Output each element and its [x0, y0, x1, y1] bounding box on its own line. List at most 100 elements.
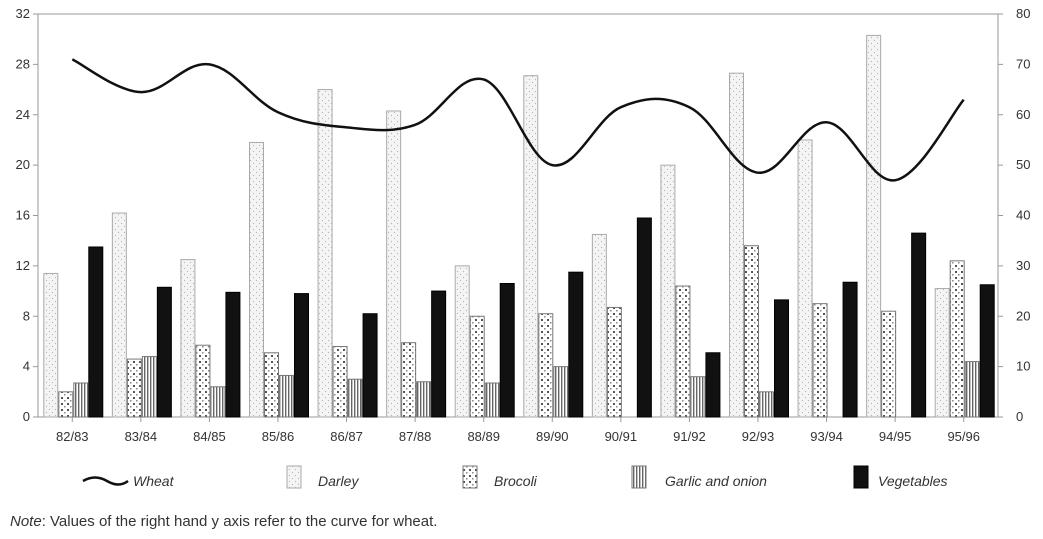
bar-vegetables	[156, 286, 172, 418]
bar-garlic-and-onion	[553, 366, 569, 418]
bar-vegetables	[774, 299, 789, 418]
legend-label-wheat: Wheat	[133, 473, 175, 489]
bar-barley	[454, 265, 470, 418]
legend-swatch-brocoli	[462, 465, 478, 489]
legend-swatch-vegetables	[853, 465, 869, 489]
bar-vegetables	[842, 281, 858, 418]
bar-garlic-and-onion	[347, 378, 363, 418]
bar-garlic-and-onion	[141, 356, 157, 418]
bar-brocoli	[58, 391, 74, 418]
legend-label-brocoli: Brocoli	[494, 473, 538, 489]
left-tick-label: 16	[16, 208, 30, 223]
x-tick-label: 89/90	[536, 429, 569, 444]
bar-garlic-and-onion	[416, 381, 432, 418]
left-tick-label: 20	[16, 157, 30, 172]
left-tick-label: 32	[16, 6, 30, 21]
x-tick-label: 94/95	[879, 429, 912, 444]
x-tick-label: 87/88	[399, 429, 432, 444]
bar-barley	[317, 89, 333, 418]
bar-barley	[43, 272, 59, 418]
bars	[43, 34, 995, 418]
x-tick-label: 85/86	[262, 429, 295, 444]
right-axis: 0 10 20 30 40 50 60 70 80	[998, 6, 1030, 424]
bar-vegetables	[979, 284, 995, 418]
left-tick-label: 28	[16, 56, 30, 71]
right-tick-label: 70	[1016, 56, 1030, 71]
bar-garlic-and-onion	[690, 376, 706, 418]
bar-vegetables	[705, 352, 721, 418]
legend: Wheat Darley Brocoli Garlic and onion Ve…	[82, 465, 948, 489]
bar-brocoli	[812, 303, 828, 418]
bar-vegetables	[431, 290, 447, 418]
wheat-series	[71, 58, 965, 182]
chart-note: Note: Values of the right hand y axis re…	[10, 513, 437, 530]
bar-brocoli	[949, 260, 965, 418]
bar-brocoli	[538, 313, 554, 418]
right-tick-label: 10	[1016, 359, 1030, 374]
right-tick-label: 80	[1016, 6, 1030, 21]
legend-label-barley: Darley	[318, 473, 359, 489]
left-tick-label: 24	[16, 107, 30, 122]
legend-swatch-wheat	[82, 476, 129, 486]
legend-swatch-barley	[286, 465, 302, 489]
x-tick-label: 90/91	[605, 429, 638, 444]
bar-vegetables	[362, 313, 378, 418]
x-tick-label: 91/92	[673, 429, 706, 444]
x-tick-label: 88/89	[467, 429, 500, 444]
x-tick-label: 92/93	[742, 429, 775, 444]
legend-label-garlic: Garlic and onion	[665, 473, 767, 489]
right-tick-label: 20	[1016, 308, 1030, 323]
bar-brocoli	[195, 344, 211, 418]
bar-barley	[934, 288, 950, 418]
bar-barley	[591, 233, 607, 418]
bar-barley	[180, 259, 196, 418]
bar-brocoli	[469, 315, 485, 418]
bar-brocoli	[401, 342, 417, 418]
right-tick-label: 60	[1016, 107, 1030, 122]
right-tick-label: 0	[1016, 409, 1023, 424]
bar-vegetables	[294, 293, 309, 418]
wheat-line	[71, 58, 965, 182]
bar-barley	[249, 141, 264, 418]
bar-brocoli	[881, 310, 897, 418]
x-axis: 82/83 83/84 84/85 85/86 86/87 87/88 88/89 89/90…	[56, 417, 980, 444]
bar-brocoli	[606, 306, 622, 418]
bar-brocoli	[744, 245, 759, 418]
bar-vegetables	[499, 283, 515, 418]
bar-barley	[523, 75, 539, 418]
bar-brocoli	[264, 352, 279, 418]
bar-brocoli	[126, 358, 142, 418]
left-tick-label: 12	[16, 258, 30, 273]
bar-vegetables	[636, 217, 652, 418]
right-tick-label: 50	[1016, 157, 1030, 172]
right-tick-label: 30	[1016, 258, 1030, 273]
bar-vegetables	[911, 232, 927, 418]
note-label: Note	[10, 513, 42, 530]
x-tick-label: 95/96	[947, 429, 980, 444]
x-tick-label: 83/84	[125, 429, 158, 444]
bar-barley	[386, 110, 402, 418]
x-tick-label: 82/83	[56, 429, 89, 444]
bar-barley	[797, 139, 813, 418]
bar-barley	[866, 34, 882, 418]
legend-swatch-garlic	[631, 465, 647, 489]
x-tick-label: 93/94	[810, 429, 843, 444]
x-tick-label: 86/87	[330, 429, 363, 444]
left-tick-label: 8	[23, 308, 30, 323]
right-tick-label: 40	[1016, 208, 1030, 223]
bar-barley	[111, 212, 127, 418]
note-text: : Values of the right hand y axis refer …	[41, 513, 438, 530]
left-tick-label: 0	[23, 409, 30, 424]
bar-garlic-and-onion	[210, 386, 226, 418]
bar-garlic-and-onion	[759, 391, 774, 418]
bar-garlic-and-onion	[73, 382, 89, 418]
bar-garlic-and-onion	[279, 374, 294, 418]
legend-label-vegetables: Vegetables	[878, 473, 948, 489]
bar-vegetables	[88, 246, 104, 418]
bar-vegetables	[568, 271, 584, 418]
bar-brocoli	[675, 285, 691, 418]
x-tick-label: 84/85	[193, 429, 226, 444]
bar-barley	[660, 164, 676, 418]
left-axis: 0 4 8 12 16 20 24 28 32	[16, 6, 38, 424]
